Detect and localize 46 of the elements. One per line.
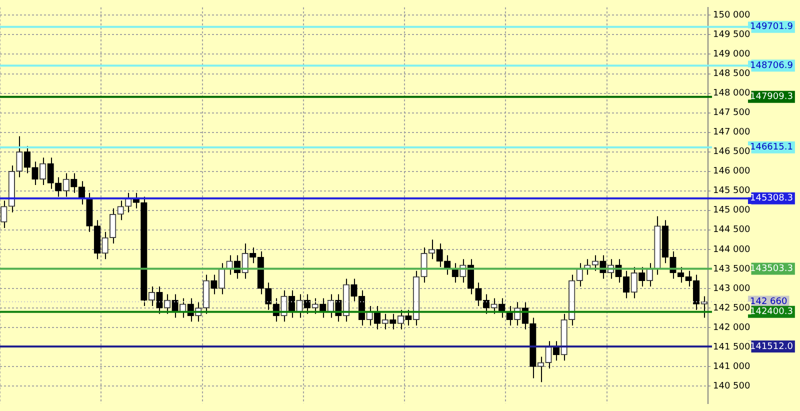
y-tick-label: 143 000: [713, 284, 750, 294]
y-tick-label: 150 000: [713, 10, 750, 21]
y-tick-label: 146 000: [713, 166, 750, 177]
candlestick: [32, 161, 38, 186]
candlestick: [0, 200, 8, 228]
y-tick-label: 141 500: [713, 342, 750, 352]
ref-line-label: 146615.1: [750, 142, 793, 153]
ref-line-label: 149701.9: [750, 22, 794, 32]
candlestick: [436, 243, 443, 268]
y-tick-label: 148 500: [713, 69, 750, 80]
candlestick: [47, 157, 54, 190]
candlestick: [156, 286, 163, 314]
y-tick-label: 145 500: [713, 186, 750, 196]
ref-line-label: 142 660: [750, 297, 788, 308]
candlestick: [288, 290, 296, 318]
y-tick-label: 146 500: [713, 147, 750, 158]
y-tick-label: 140 500: [713, 381, 750, 392]
y-tick-label: 149 000: [713, 50, 750, 60]
candlestick: [24, 145, 31, 174]
ref-line-label: 141512.0: [750, 342, 794, 352]
candlestick: [210, 274, 218, 295]
ref-line-label: 143503.3: [750, 264, 793, 274]
candlestick: [405, 309, 412, 326]
y-tick-label: 148 000: [713, 88, 750, 99]
candlestick: [390, 313, 396, 330]
y-tick-label: 142 000: [713, 322, 750, 333]
candlestick: [78, 180, 86, 206]
y-tick-label: 147 000: [713, 128, 750, 138]
candlestick: [374, 306, 381, 330]
y-tick-label: 147 500: [713, 108, 750, 118]
ref-line-label: 147909.3: [750, 92, 793, 102]
candlestick: [265, 282, 272, 310]
ref-line-label: 142400.3: [750, 307, 793, 318]
candlestick: [467, 258, 474, 295]
y-tick-label: 144 000: [713, 244, 750, 255]
y-tick-label: 149 500: [713, 30, 750, 40]
y-tick-label: 142 500: [713, 303, 750, 314]
y-tick-label: 144 500: [713, 225, 750, 236]
candlestick: [172, 294, 178, 318]
ref-line-label: 145308.3: [750, 194, 793, 204]
y-tick-label: 143 500: [713, 264, 750, 274]
y-tick-label: 141 000: [713, 362, 750, 372]
y-tick-label: 145 000: [713, 206, 750, 216]
candlestick: [55, 176, 62, 198]
candlestick: [70, 172, 78, 194]
ref-line-label: 148706.9: [750, 61, 794, 72]
